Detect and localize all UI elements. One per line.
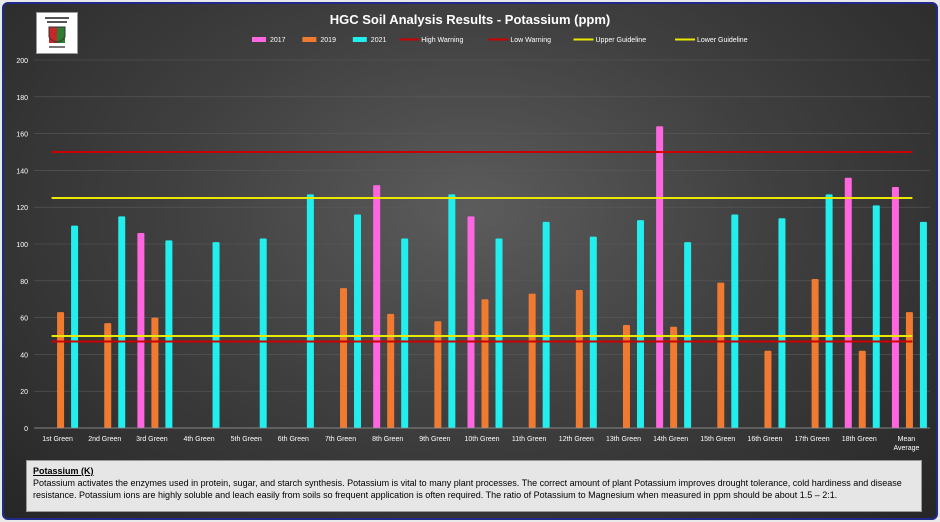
bar-2021	[71, 225, 79, 428]
bar-2019	[340, 288, 348, 428]
bar-2021	[495, 238, 503, 428]
bar-2019	[434, 321, 442, 428]
bar-2021	[401, 238, 409, 428]
bar-2019	[528, 293, 536, 428]
bar-2019	[905, 312, 913, 428]
bar-2019	[57, 312, 65, 428]
y-tick-label: 180	[16, 95, 28, 102]
bar-2021	[589, 236, 597, 428]
club-logo	[36, 12, 78, 54]
bar-2021	[542, 221, 550, 428]
bar-2019	[811, 278, 819, 428]
reference-lines	[51, 151, 913, 343]
x-tick-label: 1st Green	[42, 436, 73, 443]
bar-2017	[137, 232, 145, 428]
bar-2017	[467, 216, 475, 428]
info-heading: Potassium (K)	[33, 466, 94, 476]
legend-swatch	[352, 37, 367, 42]
bar-2019	[858, 350, 866, 428]
x-tick-label: 17th Green	[795, 436, 830, 443]
x-tick-label: 8th Green	[372, 436, 403, 443]
y-tick-label: 80	[20, 279, 28, 286]
bar-2021	[165, 240, 173, 428]
x-tick-label: 10th Green	[464, 436, 499, 443]
y-tick-label: 100	[16, 242, 28, 249]
bar-2021	[448, 194, 456, 428]
x-tick-label: 11th Green	[512, 436, 547, 443]
info-text: Potassium activates the enzymes used in …	[33, 478, 902, 500]
x-tick-label: 2nd Green	[88, 436, 121, 443]
chart-title: HGC Soil Analysis Results - Potassium (p…	[330, 12, 611, 27]
bars	[57, 126, 927, 429]
legend-label: Lower Guideline	[697, 37, 748, 44]
legend-swatch	[302, 37, 317, 42]
y-tick-label: 160	[16, 132, 28, 139]
x-tick-label: 12th Green	[559, 436, 594, 443]
legend: 2017 2019 2021 High Warning Low Warning Upper…	[252, 37, 748, 44]
y-tick-label: 40	[20, 352, 28, 359]
bar-2021	[259, 238, 267, 428]
legend-label: 2017	[270, 37, 286, 44]
bar-2021	[636, 220, 644, 428]
x-tick-label: 13th Green	[606, 436, 641, 443]
legend-label: High Warning	[421, 37, 463, 44]
x-tick-label: 3rd Green	[136, 436, 168, 443]
legend-label: 2021	[371, 37, 387, 44]
bar-2017	[656, 126, 664, 429]
legend-label: Low Warning	[510, 37, 551, 44]
x-tick-label: 6th Green	[278, 436, 309, 443]
x-tick-label: 16th Green	[747, 436, 782, 443]
bar-2019	[670, 326, 678, 428]
chart-canvas: HGC Soil Analysis Results - Potassium (p…	[16, 12, 930, 452]
legend-swatch	[252, 37, 266, 42]
bar-2021	[825, 194, 833, 428]
bar-2019	[387, 313, 395, 428]
legend-label: 2019	[320, 37, 336, 44]
x-tick-label: 5th Green	[231, 436, 262, 443]
bar-2019	[151, 317, 159, 428]
y-tick-label: 200	[16, 58, 28, 65]
bar-2021	[778, 218, 786, 428]
bar-2017	[844, 177, 852, 428]
bar-2019	[481, 299, 489, 428]
x-tick-label: 9th Green	[419, 436, 450, 443]
bar-2019	[104, 323, 112, 428]
bar-2021	[731, 214, 739, 428]
y-tick-label: 120	[16, 205, 28, 212]
x-tick-label: 15th Green	[700, 436, 735, 443]
grid-lines	[34, 59, 930, 429]
bar-2017	[373, 185, 381, 428]
y-tick-label: 0	[24, 426, 28, 433]
bar-2019	[764, 350, 772, 428]
info-box: Potassium (K) Potassium activates the en…	[26, 460, 922, 512]
y-tick-label: 140	[16, 168, 28, 175]
bar-2019	[717, 282, 725, 428]
bar-2019	[622, 324, 630, 428]
x-tick-label: 4th Green	[183, 436, 214, 443]
bar-2021	[306, 194, 314, 428]
bar-2017	[891, 186, 899, 428]
bar-2021	[354, 214, 362, 428]
y-tick-label: 60	[20, 316, 28, 323]
x-tick-label: 18th Green	[842, 436, 877, 443]
x-tick-label: Mean	[898, 436, 916, 443]
x-tick-label: 14th Green	[653, 436, 688, 443]
x-tick-label: 7th Green	[325, 436, 356, 443]
y-tick-label: 20	[20, 389, 28, 396]
bar-2021	[118, 216, 126, 428]
bar-2021	[872, 205, 880, 428]
bar-2021	[919, 221, 927, 428]
x-tick-label: Average	[893, 445, 919, 452]
axes: 0 20 40 60 80 100 120 140 160 180 200 1st Green 2nd …	[16, 58, 930, 452]
legend-label: Upper Guideline	[596, 37, 647, 44]
bar-2019	[575, 290, 583, 428]
